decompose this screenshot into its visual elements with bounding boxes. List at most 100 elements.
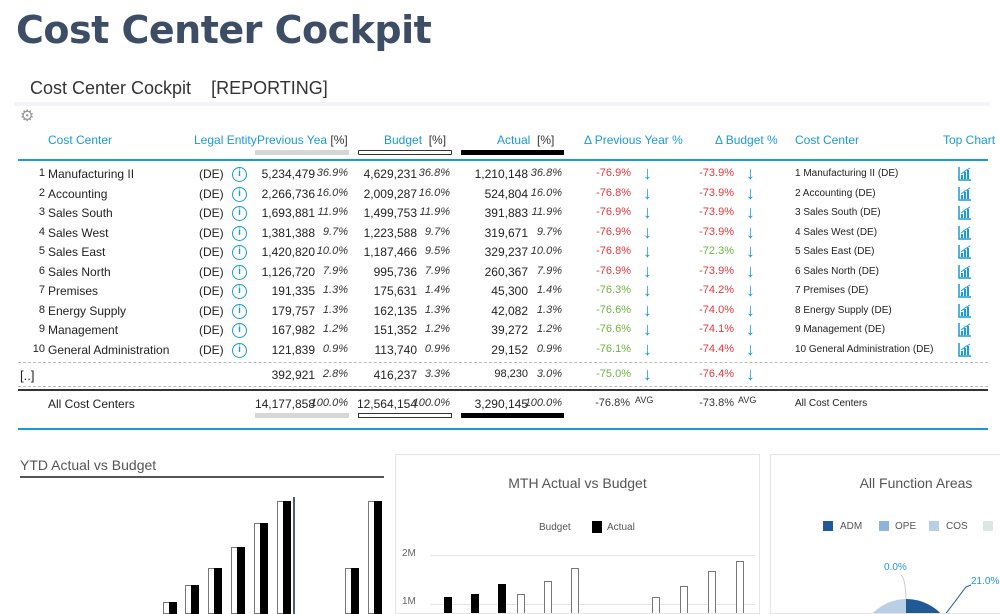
- legend-adm: ADM: [840, 521, 863, 532]
- info-icon[interactable]: i: [232, 225, 247, 241]
- ytd-chart-panel[interactable]: YTD Actual vs Budget: [20, 454, 385, 614]
- arrow-down-icon: ↓: [746, 260, 755, 281]
- row-delta-previous-year: -76.9%: [596, 225, 631, 238]
- col-previous-year[interactable]: Previous Yea [%]: [257, 133, 348, 147]
- bar-chart-icon[interactable]: [958, 166, 972, 181]
- mth-budget-bar: [517, 594, 525, 613]
- others-row[interactable]: [..] 392,921 2.8% 416,237 3.3% 98,230 3.…: [0, 364, 1000, 385]
- col-cost-center[interactable]: Cost Center: [48, 133, 113, 147]
- row-previous-year: 179,757: [271, 303, 315, 318]
- info-icon[interactable]: i: [232, 186, 247, 202]
- pie-label-21: 21.0%: [971, 576, 1000, 587]
- total-budget-pct: 100.0%: [412, 397, 450, 409]
- info-icon[interactable]: i: [232, 303, 247, 319]
- legend-actual: Actual: [607, 522, 635, 533]
- bar-chart-icon[interactable]: [958, 342, 972, 357]
- row-rank: 4: [38, 225, 45, 238]
- row-cost-center-name[interactable]: General Administration: [48, 342, 170, 357]
- total-actual-pct: 100.0%: [524, 397, 562, 409]
- info-icon[interactable]: i: [232, 284, 247, 299]
- table-row[interactable]: 9 Management (DE) i 167,982 1.2% 151,352 1.2% 39…: [0, 319, 1000, 340]
- legend-more-swatch: [983, 521, 993, 531]
- col-delta-previous-year[interactable]: Δ Previous Year %: [584, 133, 683, 147]
- bar-chart-icon[interactable]: [958, 225, 972, 240]
- table-row[interactable]: 4 Sales West (DE) i 1,381,388 9.7% 1,223,588 9.…: [0, 222, 1000, 243]
- info-icon[interactable]: i: [232, 323, 247, 338]
- row-cost-center-name[interactable]: Sales South: [48, 206, 113, 220]
- row-cost-center-label: 6 Sales North (DE): [795, 265, 879, 277]
- table-row[interactable]: 10 General Administration (DE) i 121,839 0.9%…: [0, 339, 1000, 360]
- gear-icon[interactable]: ⚙: [20, 108, 35, 125]
- info-icon[interactable]: i: [232, 342, 247, 358]
- row-cost-center-name[interactable]: Energy Supply: [48, 303, 127, 318]
- row-cost-center-name[interactable]: Sales North: [48, 264, 111, 279]
- row-budget-pct: 9.7%: [424, 225, 450, 238]
- mth-actual-bar: [471, 594, 479, 613]
- function-areas-title: All Function Areas: [859, 475, 973, 491]
- table-row[interactable]: 2 Accounting (DE) i 2,266,736 16.0% 2,009,287 1…: [0, 182, 1000, 204]
- row-cost-center-name[interactable]: Sales West: [48, 225, 109, 240]
- bar-chart-icon[interactable]: [958, 283, 972, 298]
- arrow-down-icon: ↓: [746, 182, 755, 203]
- bar-chart-icon[interactable]: [958, 303, 972, 318]
- row-budget-pct: 36.8%: [418, 167, 450, 179]
- table-row[interactable]: 6 Sales North (DE) i 1,126,720 7.9% 995,736 7.9…: [0, 260, 1000, 282]
- bar-chart-icon[interactable]: [958, 244, 972, 259]
- col-actual-pct: [%]: [537, 133, 555, 147]
- table-row[interactable]: 8 Energy Supply (DE) i 179,757 1.3% 162,135 1.3…: [0, 300, 1000, 321]
- info-icon[interactable]: i: [232, 167, 247, 182]
- bar-chart-icon[interactable]: [958, 322, 972, 337]
- others-delta-budget: -76.4%: [699, 368, 734, 380]
- row-rank: 2: [38, 186, 45, 199]
- row-rank: 10: [32, 342, 45, 355]
- bar-chart-icon[interactable]: [958, 186, 972, 201]
- bar-chart-icon[interactable]: [958, 264, 972, 279]
- function-areas-panel[interactable]: All Function Areas ADM OPE COS 0.0% 21.0…: [770, 454, 1000, 614]
- row-cost-center-label: 1 Manufacturing II (DE): [795, 168, 899, 179]
- info-icon[interactable]: i: [232, 264, 247, 280]
- actual-total-bar: [461, 413, 564, 418]
- row-previous-year-pct: 36.9%: [316, 167, 348, 179]
- row-previous-year-pct: 1.3%: [322, 284, 348, 296]
- info-icon[interactable]: i: [232, 245, 247, 260]
- row-legal-entity: (DE): [199, 303, 224, 318]
- col-budget[interactable]: Budget [%]: [384, 133, 446, 147]
- col-top-chart[interactable]: Top Chart: [943, 133, 996, 147]
- row-delta-previous-year: -76.8%: [596, 245, 631, 257]
- col-actual[interactable]: Actual [%]: [497, 133, 554, 147]
- row-cost-center-name[interactable]: Management: [48, 323, 119, 337]
- table-row[interactable]: 5 Sales East (DE) i 1,420,820 10.0% 1,187,466 9…: [0, 241, 1000, 262]
- bar-chart-icon[interactable]: [958, 205, 972, 220]
- report-header: Cost Center Cockpit [REPORTING]: [30, 78, 328, 99]
- row-delta-previous-year: -76.9%: [596, 206, 631, 218]
- row-budget-pct: 0.9%: [424, 342, 450, 355]
- table-row[interactable]: 7 Premises (DE) i 191,335 1.3% 175,631 1.4% 45,3…: [0, 280, 1000, 301]
- row-delta-budget: -73.9%: [699, 264, 734, 277]
- mth-chart-panel[interactable]: MTH Actual vs Budget Budget Actual 2M 1M: [395, 454, 760, 614]
- row-budget: 113,740: [374, 342, 418, 357]
- others-actual-pct: 3.0%: [536, 368, 562, 380]
- others-actual: 98,230: [494, 368, 528, 380]
- row-previous-year-pct: 0.9%: [322, 342, 348, 355]
- col-legal-entity[interactable]: Legal Entity: [194, 133, 257, 147]
- col-delta-budget[interactable]: Δ Budget %: [715, 133, 778, 147]
- row-cost-center-name[interactable]: Accounting: [48, 186, 108, 201]
- col-cost-center-2[interactable]: Cost Center: [795, 133, 860, 147]
- row-budget: 1,223,588: [363, 225, 417, 240]
- row-actual-pct: 0.9%: [536, 342, 562, 355]
- current-month-marker: [293, 497, 295, 614]
- total-row[interactable]: All Cost Centers 14,177,858 100.0% 12,56…: [0, 395, 1000, 414]
- row-cost-center-name[interactable]: Premises: [48, 284, 99, 298]
- ytd-actual-bar: [283, 501, 291, 614]
- table-row[interactable]: 3 Sales South (DE) i 1,693,881 11.9% 1,499,753…: [0, 202, 1000, 223]
- row-budget: 1,499,753: [363, 206, 417, 220]
- row-actual-pct: 36.8%: [530, 167, 562, 179]
- row-cost-center-name[interactable]: Sales East: [48, 245, 106, 259]
- arrow-down-icon: ↓: [643, 364, 652, 384]
- info-icon[interactable]: i: [232, 206, 247, 221]
- table-row[interactable]: 1 Manufacturing II (DE) i 5,234,479 36.9% 4,62…: [0, 163, 1000, 184]
- row-cost-center-name[interactable]: Manufacturing II: [48, 167, 135, 181]
- row-budget: 995,736: [373, 264, 417, 279]
- row-previous-year-pct: 1.3%: [322, 303, 348, 316]
- legend-actual-swatch: [592, 521, 602, 533]
